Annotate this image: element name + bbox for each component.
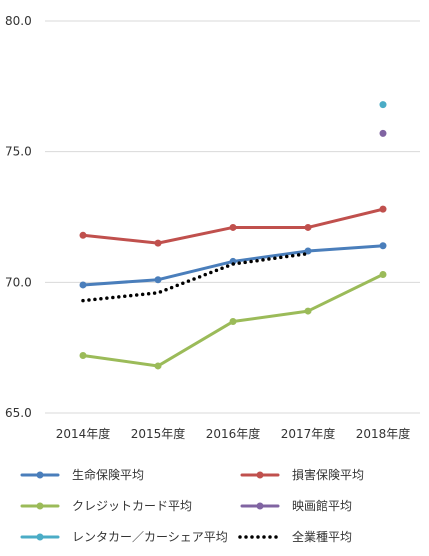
- series-line: [81, 251, 310, 303]
- series-0: [79, 242, 387, 289]
- legend-item: クレジットカード平均: [20, 499, 192, 513]
- legend-label: クレジットカード平均: [72, 499, 192, 513]
- data-point: [154, 362, 162, 370]
- data-point: [379, 129, 387, 137]
- legend-marker: [256, 502, 264, 510]
- data-point: [154, 239, 162, 247]
- legend-item: 映画館平均: [240, 498, 352, 513]
- series-2: [79, 270, 387, 370]
- data-point: [304, 307, 312, 315]
- x-tick-label: 2016年度: [206, 426, 261, 441]
- x-tick-label: 2018年度: [356, 426, 411, 441]
- series-1: [79, 205, 387, 247]
- legend-label: 生命保険平均: [72, 467, 144, 482]
- data-point: [79, 231, 87, 239]
- x-tick-label: 2014年度: [56, 426, 111, 441]
- legend-marker: [36, 502, 44, 510]
- legend-label: 損害保険平均: [292, 467, 364, 482]
- data-point: [379, 205, 387, 213]
- legend-label: 映画館平均: [292, 498, 352, 513]
- series-3: [379, 129, 387, 137]
- data-point: [379, 270, 387, 278]
- data-point: [379, 242, 387, 250]
- series-5: [81, 251, 310, 303]
- legend-item: 生命保険平均: [20, 467, 144, 482]
- axis-layer: 65.0 70.0 75.0 80.0 2014年度 2015年度 2016年度 2017年度…: [5, 14, 410, 441]
- legend-item: レンタカー／カーシェア平均: [20, 530, 228, 544]
- y-tick-label: 70.0: [5, 275, 32, 289]
- data-point: [304, 223, 312, 231]
- y-tick-label: 65.0: [5, 406, 32, 420]
- data-point: [79, 352, 87, 360]
- series-4: [379, 101, 387, 109]
- grid-layer: [45, 20, 420, 414]
- legend-marker: [36, 533, 44, 541]
- legend-item: 損害保険平均: [240, 467, 364, 482]
- data-point: [229, 318, 237, 326]
- data-point: [154, 276, 162, 284]
- series-layer: [79, 101, 387, 370]
- legend-label: 全業種平均: [292, 529, 352, 544]
- data-point: [304, 247, 312, 255]
- data-point: [79, 281, 87, 289]
- y-tick-label: 80.0: [5, 14, 32, 28]
- x-tick-label: 2015年度: [131, 426, 186, 441]
- legend-item: 全業種平均: [238, 529, 352, 544]
- data-point: [229, 223, 237, 231]
- legend-marker: [256, 471, 264, 479]
- y-tick-label: 75.0: [5, 145, 32, 159]
- x-tick-label: 2017年度: [281, 426, 336, 441]
- data-point: [379, 101, 387, 109]
- legend-label: レンタカー／カーシェア平均: [72, 530, 228, 544]
- legend-marker: [36, 471, 44, 479]
